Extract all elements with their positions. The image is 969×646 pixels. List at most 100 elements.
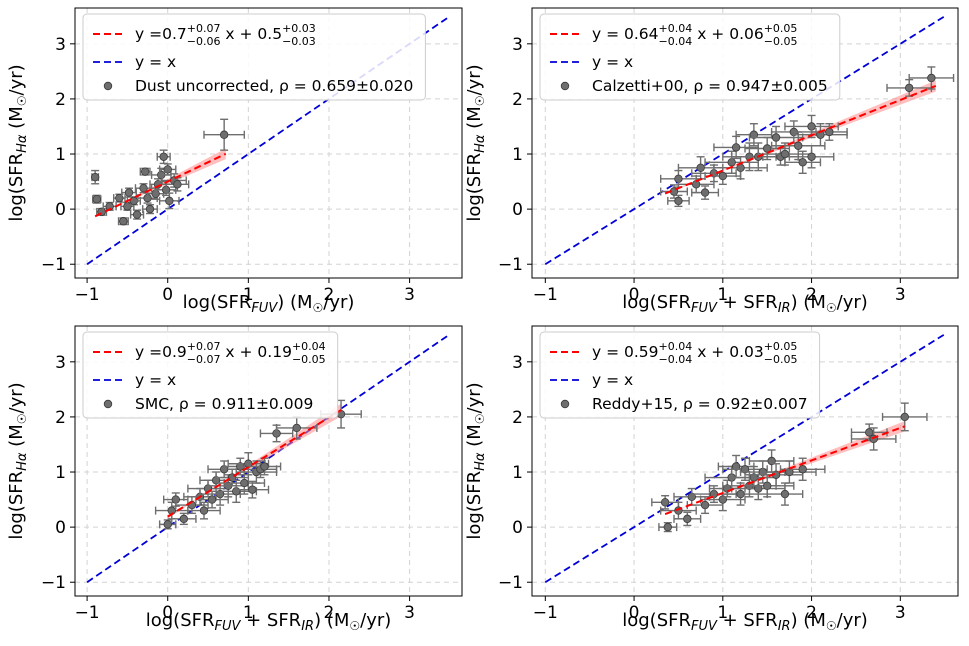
x-label-subscript: FUV [214, 619, 241, 634]
data-point [748, 463, 804, 487]
legend-points-label: Reddy+15, ρ = 0.92±0.007 [592, 395, 808, 413]
x-label-text: + SFR [717, 292, 778, 313]
data-point [203, 118, 246, 151]
point-marker [660, 498, 670, 507]
point-marker [145, 204, 155, 214]
y-axis-label: log(SFRHα (M☉/yr) [6, 382, 30, 539]
x-label-text: /yr) [837, 610, 868, 631]
legend-identity-label: y = x [592, 371, 633, 389]
axes-frame [74, 325, 463, 597]
y-label-sun-symbol: ☉ [473, 413, 487, 424]
legend-points-swatch [560, 399, 570, 409]
identity-line [544, 15, 946, 265]
point-marker [683, 514, 692, 524]
y-tick-label: 2 [55, 90, 66, 110]
x-axis-label: log(SFRFUV + SFRIR) (M☉/yr) [146, 610, 392, 634]
x-label-sun-symbol: ☉ [826, 619, 837, 633]
point-marker [700, 500, 710, 510]
y-label-text: /yr) [6, 382, 27, 413]
x-label-text: ) (M [277, 292, 312, 313]
x-axis-label: log(SFRFUV) (M☉/yr) [183, 292, 355, 316]
x-label-subscript: IR [778, 301, 791, 316]
point-marker [904, 83, 914, 93]
data-point [779, 457, 826, 481]
point-marker [771, 133, 781, 142]
point-marker [927, 73, 936, 83]
y-label-text: (M [6, 106, 27, 134]
x-tick-label: 1 [243, 603, 254, 623]
legend-slope-lower-error: −0.04 [659, 35, 693, 48]
point-marker [124, 188, 134, 197]
y-tick-label: 2 [512, 408, 523, 428]
x-label-text: + SFR [240, 610, 301, 631]
legend: y = 0.64+0.04 −0.04 x + 0.06+0.05 −0.05y =… [539, 13, 841, 101]
point-marker [163, 520, 172, 529]
legend-box [539, 13, 841, 101]
x-tick-label: 0 [629, 603, 640, 623]
legend-points-swatch [560, 81, 570, 91]
legend-fit-label: y = 0.59+0.04 −0.04 x + 0.03+0.05 −0.05 [592, 340, 797, 366]
fit-line [664, 84, 937, 195]
x-label-subscript: IR [301, 619, 314, 634]
y-label-text: /yr) [464, 382, 485, 413]
x-tick-label: 2 [806, 285, 817, 305]
point-marker [736, 489, 745, 499]
identity-line [86, 333, 451, 583]
x-label-sun-symbol: ☉ [826, 301, 837, 315]
y-label-sun-symbol: ☉ [15, 413, 29, 424]
x-label-subscript: FUV [691, 301, 718, 316]
data-point [739, 474, 795, 498]
data-point [881, 402, 928, 432]
data-point [90, 169, 100, 185]
data-point [117, 217, 129, 226]
y-tick-label: −1 [498, 255, 523, 275]
data-point [92, 194, 102, 204]
y-tick-label: 0 [512, 200, 523, 220]
x-label-text: ) (M [791, 292, 826, 313]
plot-area [544, 15, 955, 265]
fit-uncertainty-band [95, 148, 226, 218]
x-label-sun-symbol: ☉ [313, 301, 324, 315]
point-marker [151, 189, 160, 198]
y-tick-label: 3 [512, 353, 523, 373]
y-axis-label: log(SFRHα (M☉/yr) [6, 64, 30, 221]
legend-slope-upper-error: +0.04 [659, 340, 693, 353]
x-label-text: log(SFR [146, 610, 215, 631]
legend-points-swatch [103, 399, 113, 409]
y-tick-label: −1 [498, 573, 523, 593]
point-marker [900, 412, 909, 422]
point-marker [248, 485, 257, 494]
point-marker [199, 506, 209, 515]
legend-identity-label: y = x [592, 53, 633, 71]
legend-identity-label: y = x [135, 53, 176, 71]
point-marker [731, 462, 741, 471]
legend-intercept-lower-error: −0.05 [292, 353, 326, 366]
y-axis-label: log(SFRHα (M☉/yr) [464, 382, 488, 539]
point-marker [92, 195, 101, 204]
x-label-subscript: IR [778, 619, 791, 634]
fit-line [94, 152, 227, 218]
point-marker [798, 465, 807, 474]
point-marker [165, 196, 174, 206]
y-label-text: log(SFR [464, 153, 485, 222]
legend-fit-text: x + 0.19 [220, 343, 291, 361]
y-tick-label: −1 [41, 573, 66, 593]
data-point [134, 183, 153, 194]
data-point [158, 192, 180, 210]
legend: y =0.9+0.07 −0.07 x + 0.19+0.04 −0.05 y = x… [82, 331, 339, 419]
data-point [659, 184, 689, 199]
legend-slope-upper-error: +0.07 [187, 340, 221, 353]
legend-fit-text: y =0.7 [135, 25, 187, 43]
y-label-text: (M [464, 106, 485, 134]
x-tick-label: 1 [717, 603, 728, 623]
y-label-text: log(SFR [6, 153, 27, 222]
data-point [112, 193, 126, 203]
legend-points-label: Calzetti+00, ρ = 0.947±0.005 [592, 77, 828, 95]
y-label-subscript: Hα [473, 452, 488, 471]
x-tick-label: 0 [162, 285, 173, 305]
legend-slope-upper-error: +0.04 [659, 22, 693, 35]
data-point [158, 519, 177, 530]
y-label-subscript: Hα [473, 134, 488, 153]
